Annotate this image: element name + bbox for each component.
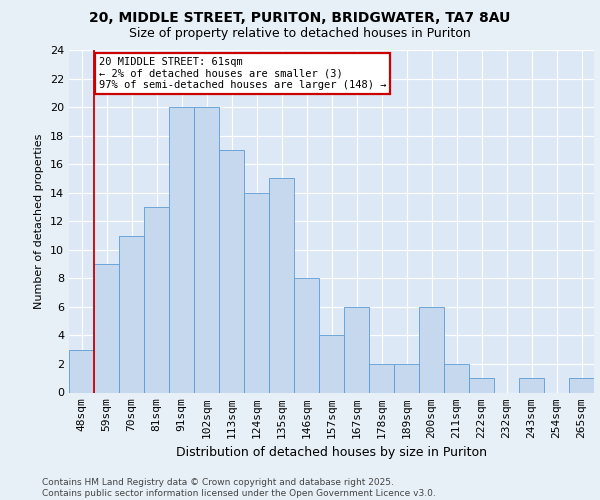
Bar: [244, 192, 269, 392]
Text: 20, MIDDLE STREET, PURITON, BRIDGWATER, TA7 8AU: 20, MIDDLE STREET, PURITON, BRIDGWATER, …: [89, 11, 511, 25]
Bar: [469, 378, 494, 392]
Bar: [319, 336, 344, 392]
Text: 20 MIDDLE STREET: 61sqm
← 2% of detached houses are smaller (3)
97% of semi-deta: 20 MIDDLE STREET: 61sqm ← 2% of detached…: [99, 57, 386, 90]
Bar: [169, 107, 194, 393]
Bar: [344, 307, 369, 392]
Bar: [394, 364, 419, 392]
Bar: [369, 364, 394, 392]
Bar: [519, 378, 544, 392]
Bar: [119, 236, 144, 392]
Bar: [444, 364, 469, 392]
Bar: [144, 207, 169, 392]
Bar: [219, 150, 244, 392]
Bar: [269, 178, 294, 392]
X-axis label: Distribution of detached houses by size in Puriton: Distribution of detached houses by size …: [176, 446, 487, 459]
Bar: [294, 278, 319, 392]
Bar: [569, 378, 594, 392]
Bar: [69, 350, 94, 393]
Y-axis label: Number of detached properties: Number of detached properties: [34, 134, 44, 309]
Text: Size of property relative to detached houses in Puriton: Size of property relative to detached ho…: [129, 28, 471, 40]
Bar: [194, 107, 219, 393]
Bar: [94, 264, 119, 392]
Text: Contains HM Land Registry data © Crown copyright and database right 2025.
Contai: Contains HM Land Registry data © Crown c…: [42, 478, 436, 498]
Bar: [419, 307, 444, 392]
